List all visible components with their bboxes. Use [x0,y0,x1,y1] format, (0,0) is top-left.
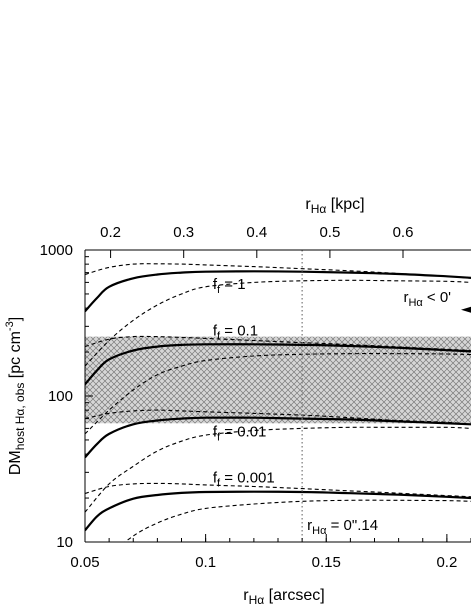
observed-range-band [85,336,471,424]
y-tick-label: 10 [56,534,73,551]
x-tick-label: 0.2 [436,554,457,571]
x2-tick-label: 0.6 [393,224,414,241]
x2-axis-label: rHα [kpc] [305,196,364,216]
x2-tick-label: 0.3 [173,224,194,241]
series-central-line-2 [85,416,471,459]
series-lower-line-3 [124,499,471,542]
x-tick-label: 0.05 [70,554,99,571]
x2-tick-label: 0.5 [319,224,340,241]
x-axis-label: rHα [arcsec] [243,587,324,607]
series-lower-line-2 [85,426,471,513]
series-central-line-3 [85,490,471,532]
x-tick-label: 0.1 [195,554,216,571]
series-label-2: ff = 0.01 [213,423,267,443]
x2-tick-label: 0.2 [100,224,121,241]
vline-label: rHα = 0".14 [307,517,378,537]
x2-tick-label: 0.4 [246,224,267,241]
axis-ticks: 0.05 0.1 0.15 0.2 0.2 0.3 0.4 0.5 0.6 10 100 1000 [40,224,471,571]
y-tick-label: 100 [48,388,73,405]
series-lower-line-0 [85,279,471,367]
series-central-line-0 [85,270,471,313]
x-tick-label: 0.15 [312,554,341,571]
annotation-text: rHα < 0' [403,289,451,309]
model-curves [85,263,471,542]
annotation-arrow [461,306,471,313]
series-labels: ff = 1 ff = 0.1 ff = 0.01 ff = 0.001 [213,276,275,490]
y-tick-label: 1000 [40,242,73,259]
series-label-3: ff = 0.001 [213,470,275,490]
series-central-line-1 [85,343,471,386]
y-axis-label: DMhost Hα, obs [pc cm-3] [4,317,27,475]
series-label-1: ff = 0.1 [213,322,258,342]
series-label-0: ff = 1 [213,276,246,296]
